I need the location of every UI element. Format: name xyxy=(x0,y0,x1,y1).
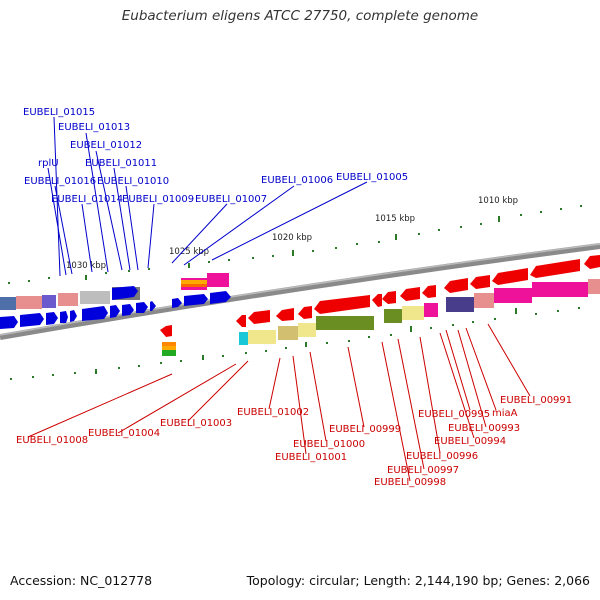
gene-label-eubeli-01016[interactable]: EUBELI_01016 xyxy=(24,176,96,187)
gene-label-eubeli-01010[interactable]: EUBELI_01010 xyxy=(97,176,169,187)
gene-label-eubeli-01011[interactable]: EUBELI_01011 xyxy=(85,158,157,169)
gene-label-eubeli-01009[interactable]: EUBELI_01009 xyxy=(122,194,194,205)
accession-label: Accession: NC_012778 xyxy=(10,573,153,588)
gene-label-eubeli-01000[interactable]: EUBELI_01000 xyxy=(293,439,365,450)
tick-row-upper xyxy=(8,205,582,284)
genome-backbone xyxy=(0,243,600,340)
gene-label-eubeli-00998[interactable]: EUBELI_00998 xyxy=(374,477,446,488)
tick-label-1025: 1025 kbp xyxy=(169,247,209,257)
gene-label-eubeli-01003[interactable]: EUBELI_01003 xyxy=(160,418,232,429)
gene-label-eubeli-00994[interactable]: EUBELI_00994 xyxy=(434,436,506,447)
gene-label-eubeli-01012[interactable]: EUBELI_01012 xyxy=(70,140,142,151)
gene-label-rplu[interactable]: rplU xyxy=(38,158,59,169)
forward-genes xyxy=(0,286,231,329)
reverse-genes xyxy=(160,255,600,337)
map-title: Eubacterium eligens ATCC 27750, complete… xyxy=(121,8,479,24)
gene-label-eubeli-01015[interactable]: EUBELI_01015 xyxy=(23,107,95,118)
tick-label-1010: 1010 kbp xyxy=(478,196,518,206)
tick-label-1030: 1030 kbp xyxy=(66,261,106,271)
topology-label: Topology: circular; Length: 2,144,190 bp… xyxy=(246,573,590,588)
gene-label-eubeli-00993[interactable]: EUBELI_00993 xyxy=(448,423,520,434)
gene-label-eubeli-00997[interactable]: EUBELI_00997 xyxy=(387,465,459,476)
gene-label-eubeli-01006[interactable]: EUBELI_01006 xyxy=(261,175,333,186)
tick-label-1020: 1020 kbp xyxy=(272,233,312,243)
gene-label-eubeli-00999[interactable]: EUBELI_00999 xyxy=(329,424,401,435)
lower-leader-lines xyxy=(27,323,531,482)
tick-label-1015: 1015 kbp xyxy=(375,214,415,224)
tick-row-lower xyxy=(10,307,580,380)
gene-label-eubeli-00996[interactable]: EUBELI_00996 xyxy=(406,451,478,462)
gene-label-eubeli-01007[interactable]: EUBELI_01007 xyxy=(195,194,267,205)
upper-leader-lines xyxy=(47,116,368,277)
gene-label-eubeli-01001[interactable]: EUBELI_01001 xyxy=(275,452,347,463)
feature-bar-lower xyxy=(162,279,600,356)
gene-label-eubeli-01002[interactable]: EUBELI_01002 xyxy=(237,407,309,418)
gene-label-eubeli-00995[interactable]: EUBELI_00995 xyxy=(418,409,490,420)
gene-label-miaa[interactable]: miaA xyxy=(492,408,518,419)
gene-label-eubeli-01004[interactable]: EUBELI_01004 xyxy=(88,428,160,439)
gene-label-eubeli-01014[interactable]: EUBELI_01014 xyxy=(51,194,123,205)
gene-label-eubeli-00991[interactable]: EUBELI_00991 xyxy=(500,395,572,406)
gene-label-eubeli-01013[interactable]: EUBELI_01013 xyxy=(58,122,130,133)
gene-label-eubeli-01008[interactable]: EUBELI_01008 xyxy=(16,435,88,446)
gene-label-eubeli-01005[interactable]: EUBELI_01005 xyxy=(336,172,408,183)
